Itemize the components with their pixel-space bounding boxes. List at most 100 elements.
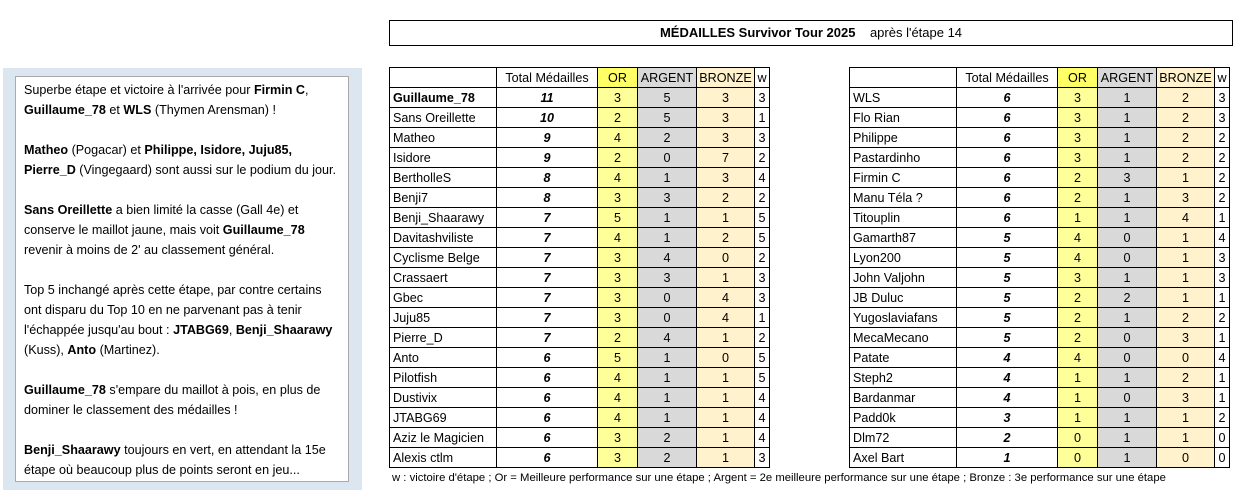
value-cell: 3 — [1057, 87, 1098, 108]
value-cell: 7 — [496, 307, 598, 328]
value-cell: 5 — [956, 267, 1058, 288]
text-run: WLS — [123, 103, 152, 117]
name-cell: Matheo — [389, 127, 497, 148]
header-cell: ARGENT — [637, 67, 697, 88]
text-run: (Kuss), — [24, 343, 68, 357]
value-cell: 2 — [597, 107, 638, 128]
value-cell: 6 — [496, 347, 598, 368]
value-cell: 1 — [1057, 407, 1098, 428]
value-cell: 6 — [496, 407, 598, 428]
value-cell: 3 — [1156, 187, 1215, 208]
value-cell: 5 — [754, 347, 770, 368]
text-run: Benji_Shaarawy — [235, 323, 333, 337]
value-cell: 3 — [696, 87, 755, 108]
value-cell: 1 — [637, 387, 697, 408]
header-cell: Total Médailles — [496, 67, 598, 88]
text-run: Guillaume_78 — [222, 223, 305, 237]
name-cell: John Valjohn — [849, 267, 957, 288]
name-cell: MecaMecano — [849, 327, 957, 348]
value-cell: 1 — [637, 167, 697, 188]
value-cell: 1 — [1097, 447, 1157, 468]
commentary: Superbe étape et victoire à l'arrivée po… — [15, 76, 349, 482]
value-cell: 3 — [696, 167, 755, 188]
value-cell: 4 — [637, 247, 697, 268]
value-cell: 4 — [597, 407, 638, 428]
row: Alexis ctlm 6 3 2 1 3 — [389, 447, 770, 468]
row: Pierre_D 7 2 4 1 2 — [389, 327, 770, 348]
paragraph: Matheo (Pogacar) et Philippe, Isidore, J… — [24, 140, 340, 180]
row: Padd0k 3 1 1 1 2 — [849, 407, 1230, 428]
value-cell: 3 — [597, 247, 638, 268]
value-cell: 0 — [696, 247, 755, 268]
value-cell: 2 — [1214, 127, 1230, 148]
name-cell: Aziz le Magicien — [389, 427, 497, 448]
value-cell: 3 — [754, 287, 770, 308]
value-cell: 4 — [1214, 347, 1230, 368]
value-cell: 3 — [1057, 147, 1098, 168]
text-run: a bien limité la casse (Gall 4e) et cons… — [24, 203, 299, 237]
row: Yugoslaviafans 5 2 1 2 2 — [849, 307, 1230, 328]
value-cell: 8 — [496, 187, 598, 208]
value-cell: 2 — [696, 187, 755, 208]
text-run: Benji_Shaarawy — [24, 443, 121, 457]
value-cell: 6 — [496, 387, 598, 408]
value-cell: 0 — [1057, 427, 1098, 448]
header-cell: w — [754, 67, 770, 88]
text-run: , — [228, 323, 236, 337]
value-cell: 2 — [1057, 287, 1098, 308]
value-cell: 5 — [597, 347, 638, 368]
text-run: JTABG69 — [173, 323, 229, 337]
value-cell: 1 — [1097, 127, 1157, 148]
medal-table: Total Médailles OR ARGENT BRONZE w WLS 6 3 1 2 3 Fl… — [849, 67, 1230, 468]
text-run: Guillaume_78 — [24, 383, 106, 397]
value-cell: 1 — [1156, 267, 1215, 288]
value-cell: 2 — [1057, 187, 1098, 208]
value-cell: 7 — [496, 207, 598, 228]
value-cell: 6 — [956, 107, 1058, 128]
row: JTABG69 6 4 1 1 4 — [389, 407, 770, 428]
value-cell: 6 — [956, 207, 1058, 228]
value-cell: 5 — [754, 227, 770, 248]
value-cell: 2 — [1156, 87, 1215, 108]
value-cell: 7 — [496, 227, 598, 248]
value-cell: 1 — [1097, 307, 1157, 328]
title: MÉDAILLES Survivor Tour 2025 — [659, 25, 856, 40]
value-cell: 2 — [1214, 147, 1230, 168]
row: Guillaume_78 11 3 5 3 3 — [389, 87, 770, 108]
value-cell: 2 — [1156, 147, 1215, 168]
value-cell: 1 — [1156, 167, 1215, 188]
value-cell: 1 — [696, 267, 755, 288]
value-cell: 5 — [754, 367, 770, 388]
name-cell: Isidore — [389, 147, 497, 168]
value-cell: 3 — [597, 287, 638, 308]
header-cell: Total Médailles — [956, 67, 1058, 88]
text-run: revenir à moins de 2' au classement géné… — [24, 243, 275, 257]
value-cell: 3 — [1097, 167, 1157, 188]
value-cell: 1 — [1097, 367, 1157, 388]
row: Gbec 7 3 0 4 3 — [389, 287, 770, 308]
value-cell: 0 — [1097, 227, 1157, 248]
value-cell: 5 — [754, 207, 770, 228]
row: Patate 4 4 0 0 4 — [849, 347, 1230, 368]
value-cell: 2 — [696, 227, 755, 248]
value-cell: 7 — [496, 287, 598, 308]
text-run: Sans Oreillette — [24, 203, 113, 217]
name-cell: Pierre_D — [389, 327, 497, 348]
value-cell: 3 — [754, 127, 770, 148]
value-cell: 1 — [1097, 87, 1157, 108]
value-cell: 5 — [956, 287, 1058, 308]
row: Dlm72 2 0 1 1 0 — [849, 427, 1230, 448]
value-cell: 1 — [1097, 107, 1157, 128]
value-cell: 1 — [637, 207, 697, 228]
row: Crassaert 7 3 3 1 3 — [389, 267, 770, 288]
paragraph: Benji_Shaarawy toujours en vert, en atte… — [24, 440, 340, 480]
value-cell: 3 — [754, 87, 770, 108]
value-cell: 2 — [754, 327, 770, 348]
name-cell: Benji7 — [389, 187, 497, 208]
row: Matheo 9 4 2 3 3 — [389, 127, 770, 148]
value-cell: 10 — [496, 107, 598, 128]
header-cell: OR — [1057, 67, 1098, 88]
text-run: (Vingegaard) sont aussi sur le podium du… — [75, 163, 337, 177]
paragraph: Sans Oreillette a bien limité la casse (… — [24, 200, 340, 260]
paragraph: Top 5 inchangé après cette étape, par co… — [24, 280, 340, 360]
